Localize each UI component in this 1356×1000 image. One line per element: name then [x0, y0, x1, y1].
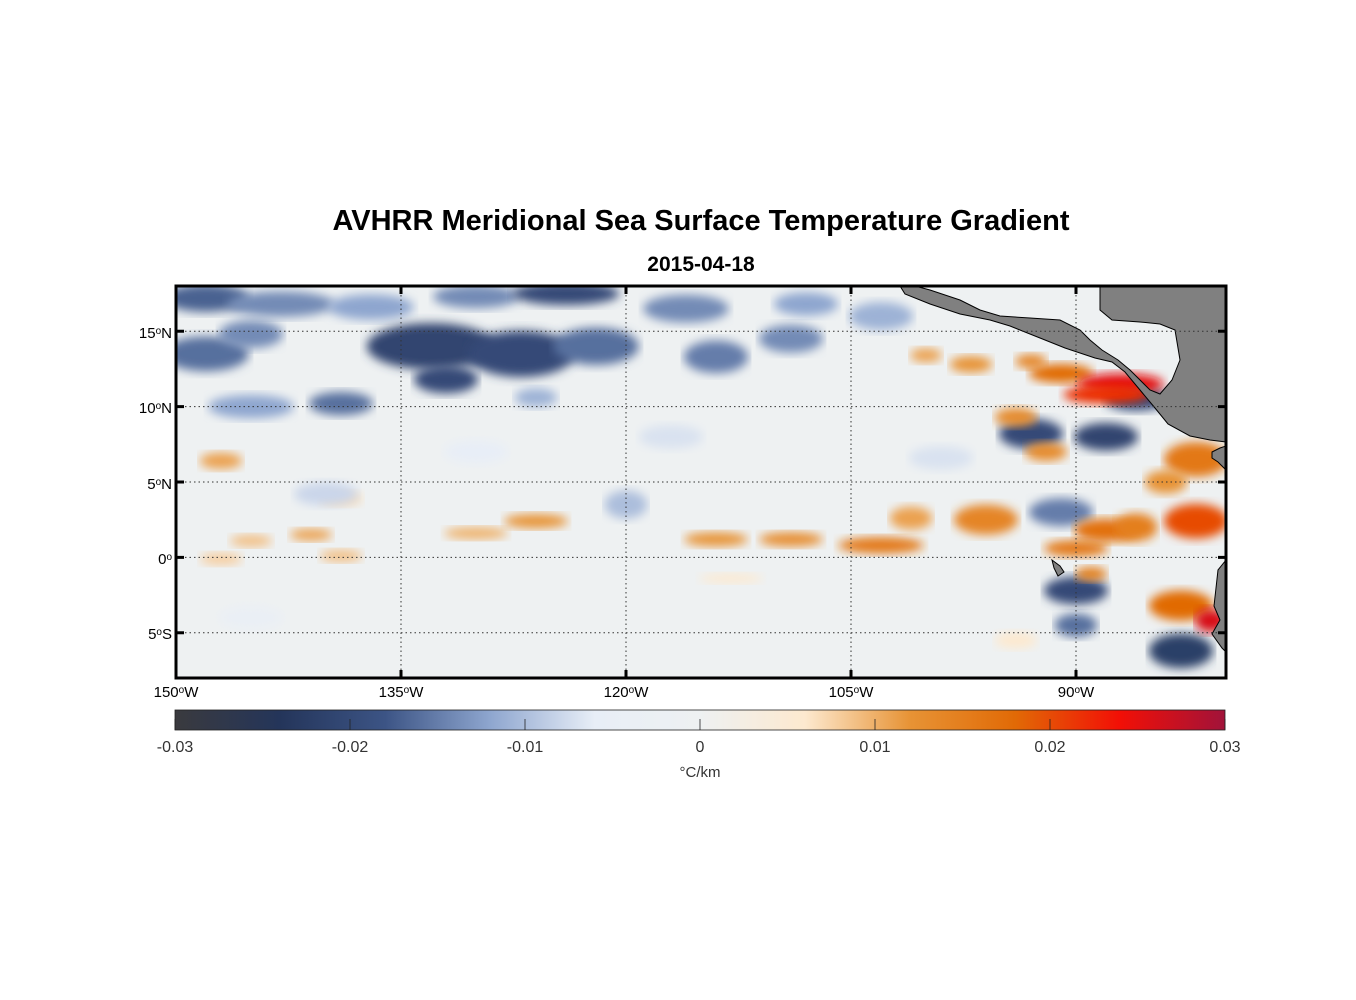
gradient-feature — [443, 527, 509, 540]
lon-label-120W: 120oW — [603, 684, 649, 701]
lat-label-5N: 5oN — [147, 476, 172, 493]
gradient-feature — [308, 392, 374, 416]
colorbar-tick-label: 0.01 — [859, 739, 891, 756]
gradient-feature — [512, 286, 620, 306]
gradient-feature — [1148, 590, 1214, 621]
gradient-feature — [218, 606, 284, 630]
gradient-feature — [908, 446, 974, 470]
lon-label-135W: 135oW — [378, 684, 424, 701]
gradient-feature — [1073, 422, 1139, 451]
map-subtitle: 2015-04-18 — [647, 253, 755, 276]
colorbar-tick-label: 0 — [695, 739, 705, 756]
gradient-feature — [229, 535, 273, 547]
gradient-feature — [889, 506, 933, 530]
lat-label-10N: 10oN — [138, 400, 172, 417]
gradient-feature — [1074, 567, 1108, 581]
gradient-feature — [848, 302, 914, 331]
gradient-feature — [909, 348, 943, 363]
gradient-feature — [838, 537, 924, 554]
gradient-feature — [758, 532, 824, 547]
colorbar-tick-label: 0.02 — [1034, 739, 1066, 756]
gradient-feature — [638, 425, 704, 449]
gradient-feature — [1014, 354, 1048, 369]
lon-label-150W: 150oW — [153, 684, 199, 701]
central-america-land — [899, 286, 1226, 443]
lat-label-0: 0o — [158, 551, 172, 568]
gradient-feature — [683, 532, 749, 547]
gradient-feature — [1163, 503, 1226, 539]
gradient-feature — [994, 407, 1038, 427]
gradient-feature — [227, 291, 335, 317]
gradient-feature — [773, 292, 839, 316]
gradient-feature — [467, 330, 575, 378]
colorbar-tick-label: -0.03 — [156, 739, 194, 756]
gradient-feature — [503, 514, 569, 529]
gradient-feature — [514, 388, 558, 407]
gradient-feature — [319, 550, 363, 562]
gradient-feature — [366, 323, 496, 370]
lon-label-90W: 90oW — [1057, 684, 1095, 701]
gradient-feature — [698, 573, 764, 584]
gradient-feature — [328, 294, 414, 320]
gradient-feature — [1024, 442, 1068, 462]
gradient-feature — [994, 632, 1038, 649]
galapagos-islands — [1051, 558, 1065, 577]
gradient-feature — [208, 395, 294, 419]
gradient-feature — [553, 327, 639, 365]
lat-label-15N: 15oN — [138, 325, 172, 342]
gradient-feature — [604, 490, 648, 519]
gradient-feature — [1028, 364, 1094, 383]
gradient-feature — [199, 553, 243, 565]
map-title: AVHRR Meridional Sea Surface Temperature… — [332, 205, 1070, 237]
gradient-feature — [949, 356, 993, 373]
gradient-feature — [1148, 633, 1214, 669]
gradient-feature — [1054, 613, 1098, 637]
land-masses — [899, 286, 1226, 653]
lat-label-5S: 5oS — [148, 626, 172, 643]
colorbar-ticks — [174, 719, 1226, 730]
colorbar-unit-label: °C/km — [679, 764, 721, 781]
gradient-feature — [289, 528, 333, 541]
gradient-feature — [218, 320, 284, 349]
gradient-feature — [413, 365, 479, 394]
colorbar-tick-label: -0.02 — [331, 739, 369, 756]
colombia-coast-land — [1211, 445, 1226, 471]
map-frame — [174, 284, 1228, 680]
lon-label-105W: 105oW — [828, 684, 874, 701]
gradient-feature — [1043, 576, 1109, 605]
gradient-feature — [1163, 441, 1226, 477]
colorbar-tick-label: 0.03 — [1209, 739, 1241, 756]
gradient-feature — [176, 336, 249, 372]
gradient-feature — [1114, 513, 1158, 542]
gradient-feature — [643, 294, 729, 323]
gradient-feature — [1028, 498, 1094, 527]
gradient-feature — [443, 440, 509, 464]
gradient-feature — [1063, 385, 1149, 404]
gradient-feature — [433, 286, 519, 309]
gradient-feature — [953, 504, 1019, 535]
gradient-field — [176, 286, 1226, 669]
gradient-feature — [758, 324, 824, 353]
gradient-feature — [293, 482, 359, 506]
colorbar-tick-label: -0.01 — [506, 739, 544, 756]
gradient-feature — [683, 340, 749, 374]
gradient-feature — [199, 452, 243, 470]
